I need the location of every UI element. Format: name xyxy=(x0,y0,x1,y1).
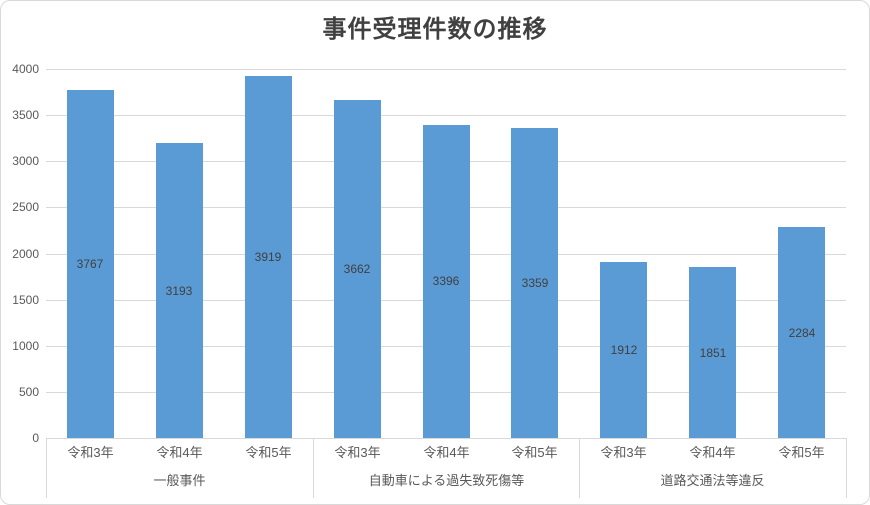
bar xyxy=(334,100,381,438)
category-group-label: 一般事件 xyxy=(153,473,206,488)
category-separator-line xyxy=(313,438,314,498)
bar xyxy=(511,128,558,438)
category-year-label: 令和3年 xyxy=(600,445,647,460)
bar xyxy=(423,125,470,438)
bar-value-label: 3662 xyxy=(343,262,371,276)
category-year-label: 令和4年 xyxy=(156,445,203,460)
category-separator-line xyxy=(46,438,47,498)
bar xyxy=(156,143,203,438)
bar xyxy=(67,90,114,438)
y-axis-tick-label: 500 xyxy=(18,385,39,399)
chart-title: 事件受理件数の推移 xyxy=(322,16,548,43)
category-group-label: 自動車による過失致死傷等 xyxy=(368,473,525,488)
category-year-label: 令和3年 xyxy=(334,445,381,460)
gridline xyxy=(46,115,846,116)
category-year-label: 令和5年 xyxy=(778,445,825,460)
bar xyxy=(778,227,825,438)
category-group-label: 道路交通法等違反 xyxy=(660,473,765,488)
y-axis-tick-label: 0 xyxy=(32,431,39,445)
x-axis-line xyxy=(46,438,846,439)
bar-value-label: 3396 xyxy=(432,274,460,288)
category-year-label: 令和4年 xyxy=(689,445,736,460)
y-axis-tick-label: 2000 xyxy=(12,247,39,261)
gridline xyxy=(46,69,846,70)
category-year-label: 令和3年 xyxy=(67,445,114,460)
y-axis-tick-label: 3000 xyxy=(12,154,39,168)
bar-value-label: 3359 xyxy=(521,276,549,290)
y-axis-tick-label: 1500 xyxy=(12,293,39,307)
category-year-label: 令和5年 xyxy=(511,445,558,460)
bar-value-label: 3919 xyxy=(254,250,282,264)
bar-value-label: 2284 xyxy=(788,326,816,340)
category-year-label: 令和5年 xyxy=(245,445,292,460)
y-axis-tick-label: 3500 xyxy=(12,108,39,122)
bar-value-label: 3767 xyxy=(76,257,104,271)
y-axis-tick-label: 2500 xyxy=(12,200,39,214)
bar xyxy=(689,267,736,438)
bar-value-label: 1912 xyxy=(610,343,638,357)
y-axis-tick-label: 1000 xyxy=(12,339,39,353)
bar xyxy=(245,76,292,438)
bar xyxy=(600,262,647,438)
category-year-label: 令和4年 xyxy=(423,445,470,460)
y-axis-tick-label: 4000 xyxy=(12,62,39,76)
category-separator-line xyxy=(846,438,847,498)
bar-value-label: 1851 xyxy=(699,346,727,360)
category-separator-line xyxy=(579,438,580,498)
bar-value-label: 3193 xyxy=(165,284,193,298)
